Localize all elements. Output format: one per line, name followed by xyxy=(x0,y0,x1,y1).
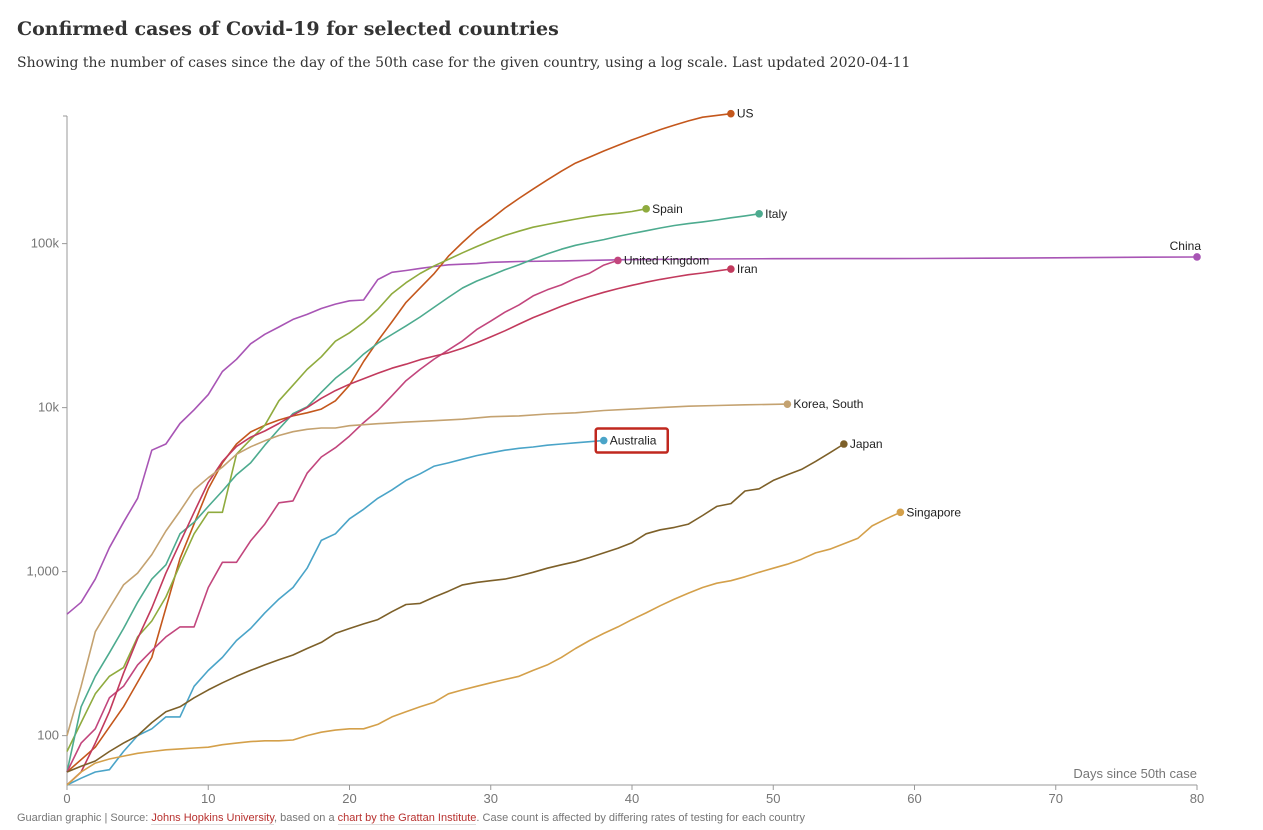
y-axis: 100 1,000 10k 100k xyxy=(26,115,68,785)
series-endpoint-us xyxy=(727,109,735,118)
series-line-australia xyxy=(66,439,604,786)
series-line-spain xyxy=(66,208,647,752)
series-line-singapore xyxy=(66,511,901,786)
series-label-italy: Italy xyxy=(765,207,787,221)
series-label-australia: Australia xyxy=(610,434,657,448)
series-label-japan: Japan xyxy=(850,437,883,451)
series-endpoint-korea-south xyxy=(783,400,792,408)
series-endpoint-australia xyxy=(599,436,608,445)
series-labels: China US Spain Italy United Kingdom Iran Korea… xyxy=(594,107,1202,519)
series-label-china: China xyxy=(1170,239,1202,253)
series-line-japan xyxy=(66,443,845,773)
chart-subtitle: Showing the number of cases since the da… xyxy=(17,55,911,71)
chart-title: Confirmed cases of Covid-19 for selected… xyxy=(17,18,559,40)
series-label-iran: Iran xyxy=(737,262,758,276)
source-footer: Guardian graphic | Source: Johns Hopkins… xyxy=(17,812,805,825)
series-label-korea-south: Korea, South xyxy=(793,397,863,411)
series-line-korea-south xyxy=(66,403,788,736)
y-tick-label: 100k xyxy=(31,236,60,251)
x-axis: 0 10 20 30 40 50 60 70 80 xyxy=(63,784,1204,806)
series-endpoint-italy xyxy=(755,209,763,218)
series-line-china xyxy=(66,256,1198,615)
series-line-iran xyxy=(66,268,732,786)
y-tick-label: 10k xyxy=(38,400,59,415)
footer-suffix: . Case count is affected by differing ra… xyxy=(476,812,805,824)
series-label-singapore: Singapore xyxy=(906,505,961,519)
series-endpoint-spain xyxy=(642,205,650,213)
series-lines xyxy=(66,109,1201,786)
series-endpoint-china xyxy=(1193,253,1201,261)
x-tick-label: 50 xyxy=(766,791,780,806)
x-tick-label: 60 xyxy=(907,791,921,806)
series-endpoint-united-kingdom xyxy=(614,256,622,265)
footer-middle: , based on a xyxy=(274,812,338,824)
x-tick-label: 20 xyxy=(342,791,356,806)
footer-prefix: Guardian graphic | Source: xyxy=(17,812,152,824)
x-tick-label: 40 xyxy=(625,791,639,806)
x-tick-label: 0 xyxy=(63,791,70,806)
series-endpoint-singapore xyxy=(896,508,905,517)
grattan-institute-link[interactable]: chart by the Grattan Institute xyxy=(337,812,477,825)
series-endpoint-japan xyxy=(840,440,848,448)
series-line-us xyxy=(66,112,731,773)
x-axis-label: Days since 50th case xyxy=(1073,766,1197,781)
y-tick-label: 100 xyxy=(37,728,59,743)
x-tick-label: 30 xyxy=(484,791,498,806)
series-label-united-kingdom: United Kingdom xyxy=(624,253,709,267)
x-tick-label: 10 xyxy=(201,791,215,806)
series-line-italy xyxy=(66,213,760,773)
x-tick-label: 80 xyxy=(1190,791,1204,806)
series-label-us: US xyxy=(737,107,754,121)
series-label-spain: Spain xyxy=(652,202,683,216)
johns-hopkins-link[interactable]: Johns Hopkins University xyxy=(151,812,275,825)
highlight-box xyxy=(594,427,669,454)
y-tick-label: 1,000 xyxy=(26,564,59,579)
x-tick-label: 70 xyxy=(1049,791,1063,806)
series-endpoint-iran xyxy=(727,265,735,273)
series-line-united-kingdom xyxy=(66,259,619,773)
